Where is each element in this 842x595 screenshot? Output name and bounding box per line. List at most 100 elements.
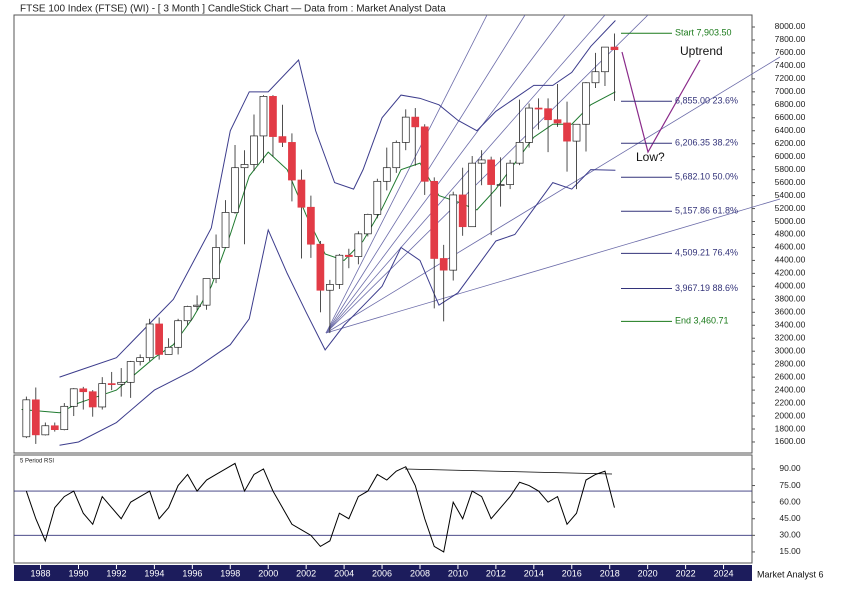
fan-line xyxy=(325,15,649,334)
x-tick-label: 1988 xyxy=(31,568,51,578)
candle-body xyxy=(278,136,287,143)
candle-body xyxy=(288,142,296,181)
candle-body xyxy=(117,381,126,385)
candle-body xyxy=(363,214,372,235)
y-tick-label: 6000.00 xyxy=(775,151,806,161)
y-tick-label: 7800.00 xyxy=(775,34,806,44)
candle-body xyxy=(458,194,467,228)
candle-body xyxy=(136,357,145,362)
candle-body xyxy=(544,108,552,121)
candle-body xyxy=(22,399,31,438)
candle-body xyxy=(468,162,477,228)
candle-body xyxy=(373,180,382,215)
x-tick-label: 2006 xyxy=(372,568,392,578)
y-tick-label: 7200.00 xyxy=(775,73,806,83)
fan-line xyxy=(325,56,781,334)
y-tick-label: 4000.00 xyxy=(775,281,806,291)
y-tick-label: 7400.00 xyxy=(775,60,806,70)
projection xyxy=(621,51,701,154)
note: Low? xyxy=(636,150,665,164)
candle-body xyxy=(506,162,514,185)
candle-body xyxy=(155,323,163,355)
candle-body xyxy=(553,119,562,124)
candle-body xyxy=(269,96,277,137)
candle-body xyxy=(591,71,600,84)
candle-body xyxy=(69,388,78,407)
note: Uptrend xyxy=(680,44,723,58)
y-tick-label: 7000.00 xyxy=(775,86,806,96)
candle-body xyxy=(439,258,448,271)
candle-body xyxy=(515,142,524,164)
candle-body xyxy=(411,116,420,128)
candle-body xyxy=(297,179,306,208)
y-tick-label: 6800.00 xyxy=(775,99,806,109)
candle-body xyxy=(183,306,192,322)
candle-body xyxy=(326,284,334,291)
fib-label: 5,682.10 50.0% xyxy=(675,172,738,182)
y-tick-label: 15.00 xyxy=(779,546,801,556)
candle-body xyxy=(240,164,249,169)
fib-label: End 3,460.71 xyxy=(675,316,729,326)
candle-body xyxy=(534,107,543,110)
y-tick-label: 3200.00 xyxy=(775,332,806,342)
y-tick-label: 2800.00 xyxy=(775,358,806,368)
y-tick-label: 5600.00 xyxy=(775,177,806,187)
rsi-trendline xyxy=(404,468,613,475)
fib-label: 5,157.86 61.8% xyxy=(675,206,738,216)
candle-body xyxy=(164,346,173,355)
indicator-line xyxy=(59,169,616,446)
chart-title: FTSE 100 Index (FTSE) (WI) - [ 3 Month ]… xyxy=(20,4,446,15)
x-tick-label: 1994 xyxy=(144,568,164,578)
y-tick-label: 4800.00 xyxy=(775,229,806,239)
candle-body xyxy=(335,254,344,285)
y-tick-label: 1800.00 xyxy=(775,423,806,433)
x-tick-label: 1996 xyxy=(182,568,202,578)
x-axis-bar xyxy=(14,565,752,581)
rsi-line xyxy=(25,462,615,553)
fib-label: 4,509.21 76.4% xyxy=(675,248,738,258)
candle-body xyxy=(193,304,201,307)
price-panel xyxy=(13,14,753,454)
fib-label: Start 7,903.50 xyxy=(675,28,732,38)
y-tick-label: 3000.00 xyxy=(775,345,806,355)
y-tick-label: 5800.00 xyxy=(775,164,806,174)
fan-line xyxy=(325,15,488,334)
candle-body xyxy=(477,159,486,164)
x-tick-label: 2010 xyxy=(448,568,468,578)
candle-body xyxy=(145,323,154,359)
y-tick-label: 3800.00 xyxy=(775,294,806,304)
y-tick-label: 3600.00 xyxy=(775,307,806,317)
y-tick-label: 5200.00 xyxy=(775,203,806,213)
x-tick-label: 2004 xyxy=(334,568,354,578)
candle-body xyxy=(563,122,571,142)
x-tick-label: 2002 xyxy=(296,568,316,578)
y-tick-label: 5400.00 xyxy=(775,190,806,200)
x-tick-label: 2022 xyxy=(676,568,696,578)
candle-body xyxy=(582,82,590,125)
y-tick-label: 7600.00 xyxy=(775,47,806,57)
candle-body xyxy=(487,159,495,185)
candle-body xyxy=(88,391,97,408)
y-tick-label: 8000.00 xyxy=(775,21,806,31)
y-tick-label: 60.00 xyxy=(779,496,801,506)
candle-body xyxy=(382,167,391,182)
candle-body xyxy=(212,247,220,279)
y-tick-label: 2000.00 xyxy=(775,410,806,420)
candle-body xyxy=(98,383,107,408)
candle-body xyxy=(221,212,230,248)
y-tick-label: 45.00 xyxy=(779,513,801,523)
candle-body xyxy=(79,388,88,393)
y-tick-label: 3400.00 xyxy=(775,320,806,330)
candle-body xyxy=(202,278,211,306)
x-tick-label: 2016 xyxy=(562,568,582,578)
x-tick-label: 2014 xyxy=(524,568,544,578)
y-tick-label: 4600.00 xyxy=(775,242,806,252)
candle-body xyxy=(307,206,315,245)
candle-body xyxy=(107,383,116,385)
footer: Market Analyst 6 xyxy=(757,569,824,579)
y-tick-label: 4400.00 xyxy=(775,255,806,265)
fan-line xyxy=(325,15,566,334)
fan-line xyxy=(325,15,606,334)
candle-body xyxy=(601,46,609,73)
